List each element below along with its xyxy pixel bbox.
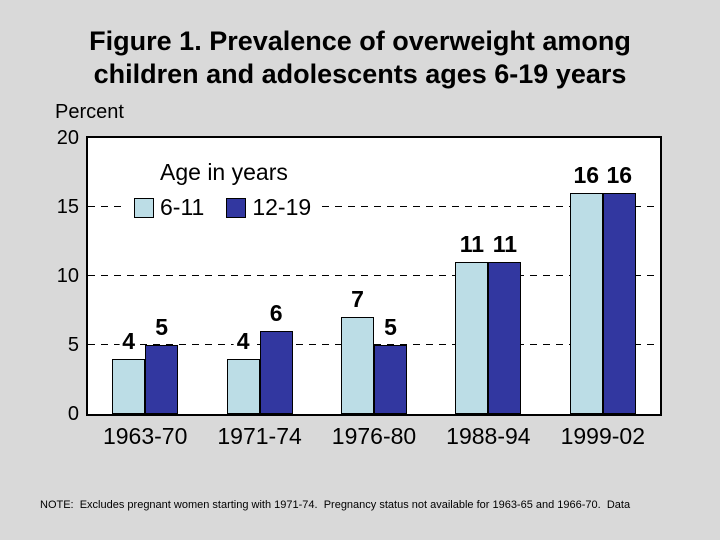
x-category-1999-02: 1999-02 xyxy=(560,423,646,449)
bar-value-6-11-1963-70: 4 xyxy=(119,327,139,354)
x-category-1988-94: 1988-94 xyxy=(446,423,531,449)
bar-12-19-1976-80 xyxy=(374,345,407,414)
legend: 6-11 12-19 xyxy=(126,192,320,223)
x-category-1963-70: 1963-70 xyxy=(102,423,188,449)
y-tick-10: 10 xyxy=(56,265,79,287)
chart-title: Figure 1. Prevalence of overweight among… xyxy=(0,25,720,91)
bar-12-19-1971-74 xyxy=(259,331,293,414)
bar-value-12-19-1988-94: 11 xyxy=(489,231,521,258)
bar-value-6-11-1999-02: 16 xyxy=(570,162,603,189)
chart-title-line2: children and adolescents ages 6-19 years xyxy=(93,59,627,89)
y-tick-5: 5 xyxy=(67,334,79,356)
bar-6-11-1971-74 xyxy=(226,358,260,414)
x-category-1976-80: 1976-80 xyxy=(331,423,417,449)
legend-label-6-11: 6-11 xyxy=(160,194,205,220)
x-category-1971-74: 1971-74 xyxy=(217,423,302,449)
bar-6-11-1999-02 xyxy=(569,193,603,414)
footnote-line1: NOTE: Excludes pregnant women starting w… xyxy=(40,499,631,511)
bar-6-11-1988-94 xyxy=(455,262,489,414)
y-tick-0: 0 xyxy=(67,403,79,425)
bar-6-11-1976-80 xyxy=(341,317,374,414)
y-tick-15: 15 xyxy=(56,196,79,218)
bar-value-6-11-1988-94: 11 xyxy=(456,231,488,258)
bar-value-6-11-1976-80: 7 xyxy=(348,286,367,313)
bar-value-12-19-1963-70: 5 xyxy=(152,314,172,340)
gridline-10 xyxy=(88,275,660,276)
plot-area: 4 5 4 6 7 5 11 11 16 16 xyxy=(86,136,662,416)
bar-12-19-1963-70 xyxy=(145,345,179,414)
gridline-15 xyxy=(88,206,660,207)
bar-value-6-11-1971-74: 4 xyxy=(233,327,253,354)
bar-value-12-19-1999-02: 16 xyxy=(603,162,636,189)
bar-value-12-19-1971-74: 6 xyxy=(266,300,286,327)
bar-12-19-1988-94 xyxy=(488,262,522,414)
bar-6-11-1963-70 xyxy=(112,358,146,414)
legend-swatch-12-19-icon xyxy=(226,197,247,218)
legend-title: Age in years xyxy=(160,159,288,185)
legend-label-12-19: 12-19 xyxy=(252,194,312,220)
legend-swatch-6-11-icon xyxy=(134,197,154,218)
bar-12-19-1999-02 xyxy=(602,193,636,414)
y-axis-label: Percent xyxy=(55,101,124,123)
chart-title-line1: Figure 1. Prevalence of overweight among xyxy=(89,26,631,56)
y-tick-20: 20 xyxy=(56,127,79,149)
footnote: NOTE: Excludes pregnant women starting w… xyxy=(40,465,630,540)
gridline-5 xyxy=(88,344,660,345)
bar-value-12-19-1976-80: 5 xyxy=(381,314,400,340)
